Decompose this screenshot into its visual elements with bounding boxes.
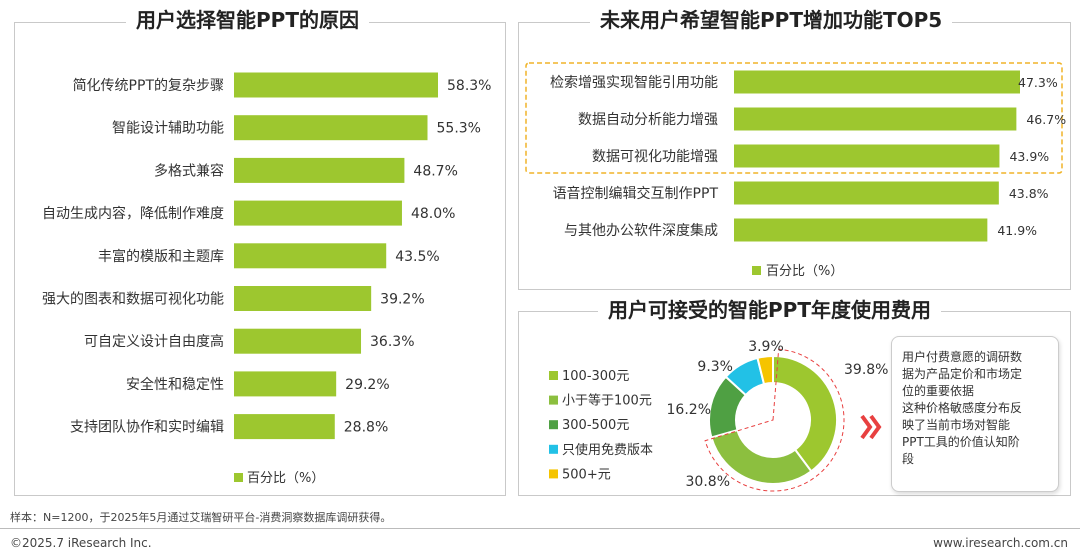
bar	[734, 107, 1017, 131]
value-label: 58.3%	[447, 78, 491, 94]
note-line: 位的重要依据	[902, 384, 975, 398]
bar	[734, 144, 1000, 168]
reasons-panel-title: 用户选择智能PPT的原因	[126, 4, 369, 33]
legend-label: 小于等于100元	[562, 393, 652, 409]
bar	[734, 70, 1020, 94]
category-label: 可自定义设计自由度高	[84, 333, 224, 350]
slice-value-label: 30.8%	[686, 474, 730, 490]
slice-value-label: 9.3%	[697, 359, 733, 375]
slice-value-label: 39.8%	[844, 362, 888, 378]
category-label: 智能设计辅助功能	[112, 121, 224, 137]
bar	[234, 286, 372, 311]
category-label: 与其他办公软件深度集成	[564, 222, 718, 239]
donut-slice	[756, 354, 774, 386]
note-line: 用户付费意愿的调研数	[902, 350, 1023, 364]
category-label: 检索增强实现智能引用功能	[550, 74, 718, 91]
value-label: 41.9%	[997, 223, 1037, 238]
value-label: 28.8%	[344, 420, 388, 436]
bar	[234, 200, 402, 226]
legend-swatch	[234, 473, 243, 482]
bar	[234, 243, 387, 269]
note-line: 这种价格敏感度分布反	[902, 401, 1023, 415]
footer-divider	[0, 528, 1080, 529]
value-label: 29.2%	[345, 377, 389, 393]
legend-swatch	[549, 395, 558, 405]
donut-slice	[772, 354, 838, 473]
source-note: 样本：N=1200，于2025年5月通过艾瑞智研平台-消费洞察数据库调研获得。	[10, 511, 392, 524]
category-label: 安全性和稳定性	[126, 376, 224, 393]
features-panel-title: 未来用户希望智能PPT增加功能TOP5	[590, 4, 953, 33]
value-label: 48.0%	[411, 206, 455, 222]
donut-highlight	[704, 348, 845, 492]
legend-label: 100-300元	[562, 369, 629, 384]
legend-swatch	[549, 444, 558, 454]
category-label: 数据可视化功能增强	[592, 149, 718, 165]
legend-label: 500+元	[562, 467, 611, 482]
value-label: 55.3%	[437, 121, 481, 137]
value-label: 46.7%	[1026, 112, 1066, 127]
legend-label: 300-500元	[562, 418, 629, 433]
note-line: 映了当前市场对智能	[902, 418, 1011, 432]
note-line: PPT工具的价值认知阶	[902, 435, 1020, 449]
bar	[234, 328, 362, 354]
category-label: 丰富的模版和主题库	[98, 248, 224, 265]
copyright: ©2025.7 iResearch Inc.	[10, 536, 152, 550]
value-label: 39.2%	[380, 292, 424, 308]
category-label: 自动生成内容，降低制作难度	[42, 205, 224, 222]
value-label: 36.3%	[370, 334, 414, 350]
category-label: 多格式兼容	[154, 162, 224, 179]
highlight-box	[525, 62, 1063, 174]
note-line: 段	[902, 452, 915, 466]
bar	[734, 218, 988, 242]
value-label: 43.5%	[395, 249, 439, 265]
bar	[734, 181, 999, 205]
bar	[234, 371, 337, 397]
category-label: 语音控制编辑交互制作PPT	[553, 185, 719, 202]
legend-swatch	[549, 371, 558, 380]
bar	[234, 115, 428, 141]
note-line: 据为产品定价和市场定	[902, 367, 1023, 381]
legend-label: 只使用免费版本	[562, 442, 653, 458]
chevron-right-icon	[869, 414, 882, 440]
category-label: 强大的图表和数据可视化功能	[42, 292, 224, 308]
fee-panel-title: 用户可接受的智能PPT年度使用费用	[598, 294, 941, 323]
value-label: 48.7%	[413, 163, 457, 179]
bar	[234, 157, 405, 183]
value-label: 43.9%	[1009, 149, 1049, 164]
legend-swatch	[549, 420, 558, 430]
slice-value-label: 3.9%	[748, 339, 784, 355]
legend-label: 百分比（%）	[766, 264, 843, 279]
legend-label: 百分比（%）	[247, 471, 324, 486]
website: www.iresearch.com.cn	[933, 536, 1068, 550]
value-label: 43.8%	[1009, 186, 1049, 201]
category-label: 支持团队协作和实时编辑	[70, 420, 224, 436]
slice-value-label: 16.2%	[667, 402, 711, 418]
category-label: 简化传统PPT的复杂步骤	[73, 77, 224, 94]
category-label: 数据自动分析能力增强	[578, 112, 718, 128]
value-label: 47.3%	[1018, 75, 1058, 90]
legend-swatch	[752, 266, 761, 275]
insight-note: 用户付费意愿的调研数 据为产品定价和市场定 位的重要依据 这种价格敏感度分布反 …	[891, 336, 1059, 492]
legend-swatch	[549, 469, 558, 479]
bar	[234, 414, 335, 440]
bar	[234, 72, 438, 98]
chevron-right-icon	[860, 414, 873, 440]
